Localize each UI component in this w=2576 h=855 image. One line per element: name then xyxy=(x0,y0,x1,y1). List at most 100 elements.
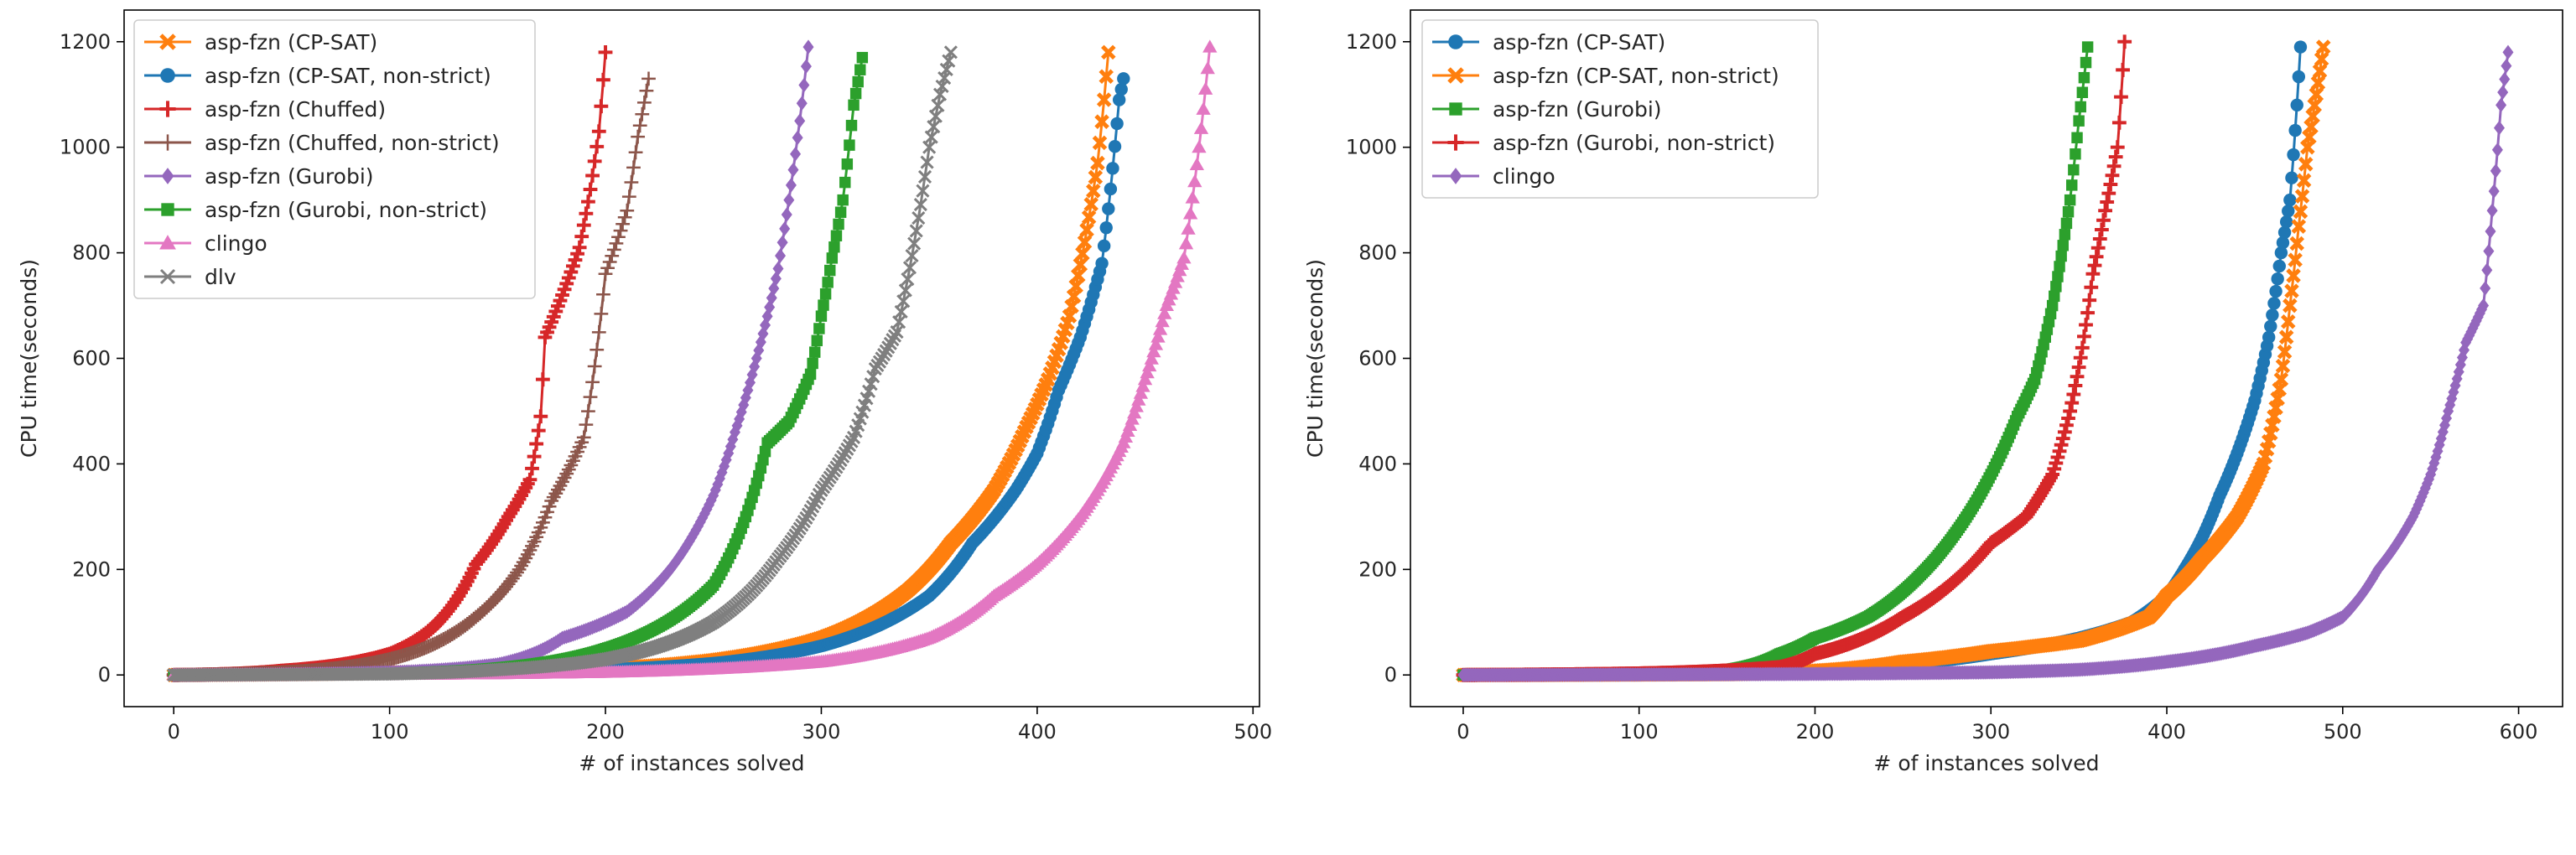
data-point xyxy=(759,445,771,458)
data-point xyxy=(596,72,610,87)
data-point xyxy=(1098,69,1114,85)
data-point xyxy=(572,240,587,255)
data-point xyxy=(621,189,636,205)
data-point xyxy=(2052,271,2064,282)
legend-label: clingo xyxy=(205,231,267,256)
data-point xyxy=(708,488,719,503)
data-point xyxy=(1083,196,1098,212)
y-tick-label: 1200 xyxy=(60,30,111,54)
data-point xyxy=(2262,330,2276,345)
data-point xyxy=(2057,240,2069,251)
data-point xyxy=(2071,360,2086,375)
data-point xyxy=(2079,318,2093,332)
data-point xyxy=(2108,149,2123,164)
data-point xyxy=(2073,115,2085,127)
data-point xyxy=(617,210,632,225)
data-point xyxy=(2078,71,2090,84)
data-point xyxy=(605,248,620,263)
data-point xyxy=(2054,261,2065,272)
legend-label: asp-fzn (CP-SAT) xyxy=(205,30,377,54)
data-point xyxy=(2275,358,2291,374)
data-point xyxy=(1106,162,1119,175)
data-point xyxy=(1117,72,1130,86)
x-tick-label: 300 xyxy=(802,720,841,744)
data-point xyxy=(1187,174,1202,188)
data-point xyxy=(907,236,922,251)
data-point xyxy=(1092,135,1108,151)
data-point xyxy=(587,359,602,374)
data-point xyxy=(1102,202,1115,215)
data-point xyxy=(1064,298,1079,314)
data-point xyxy=(1095,256,1109,270)
data-point xyxy=(626,160,641,175)
data-point xyxy=(845,119,858,132)
legend-item: asp-fzn (Gurobi, non-strict) xyxy=(144,198,487,222)
data-point xyxy=(544,494,559,508)
series-4 xyxy=(1457,44,2514,682)
data-point xyxy=(1094,114,1109,129)
data-point xyxy=(917,169,932,184)
data-point xyxy=(606,242,621,257)
data-point xyxy=(585,375,600,390)
data-point xyxy=(2103,177,2118,192)
data-point xyxy=(2068,163,2080,176)
data-point xyxy=(2298,157,2314,172)
data-point xyxy=(834,206,847,218)
data-point xyxy=(1112,93,1126,106)
data-point xyxy=(2314,51,2329,67)
data-point xyxy=(1142,358,1157,372)
data-point xyxy=(731,418,743,433)
data-point xyxy=(1068,278,1083,294)
data-point xyxy=(1176,251,1192,264)
data-point xyxy=(2075,101,2086,113)
legend-marker xyxy=(159,268,176,285)
data-point xyxy=(2273,371,2289,387)
data-point xyxy=(1066,288,1082,304)
data-point xyxy=(807,357,818,370)
data-point xyxy=(775,248,787,263)
data-point xyxy=(1144,351,1159,365)
data-point xyxy=(1196,101,1211,115)
data-point xyxy=(2075,340,2090,355)
data-point xyxy=(2082,293,2097,308)
data-point xyxy=(2291,219,2307,234)
y-tick-label: 200 xyxy=(72,557,111,581)
data-point xyxy=(2059,417,2074,433)
data-point xyxy=(796,96,808,111)
data-point xyxy=(902,261,917,275)
data-point xyxy=(1071,268,1086,283)
data-point xyxy=(828,241,840,253)
data-point xyxy=(2114,90,2128,104)
y-tick-label: 0 xyxy=(98,663,111,687)
data-point xyxy=(2046,299,2059,312)
data-point xyxy=(757,326,769,341)
legend-item: clingo xyxy=(144,231,267,256)
data-point xyxy=(776,235,788,250)
y-axis-label: CPU time(seconds) xyxy=(17,259,41,458)
data-point xyxy=(928,109,943,123)
legend-item: dlv xyxy=(144,265,236,289)
data-point xyxy=(2287,148,2300,162)
data-point xyxy=(641,71,656,86)
data-point xyxy=(854,64,866,75)
right-chart-panel: 0 100 200 300 400 500 600020040060080010001200… xyxy=(1303,9,2563,775)
data-point xyxy=(579,417,594,433)
data-point xyxy=(2055,431,2070,446)
data-point xyxy=(753,343,765,358)
data-point xyxy=(2296,173,2312,189)
data-point xyxy=(761,308,773,324)
data-point xyxy=(844,139,855,151)
data-point xyxy=(909,224,923,238)
data-point xyxy=(2049,290,2060,303)
data-point xyxy=(804,368,817,381)
data-point xyxy=(819,288,832,300)
data-point xyxy=(1088,169,1104,185)
data-point xyxy=(2293,204,2309,220)
data-point xyxy=(1129,399,1144,412)
data-point xyxy=(1077,235,1093,250)
data-point xyxy=(1072,257,1088,272)
data-point xyxy=(2077,329,2091,344)
data-point xyxy=(2081,41,2094,53)
data-point xyxy=(2271,272,2284,286)
